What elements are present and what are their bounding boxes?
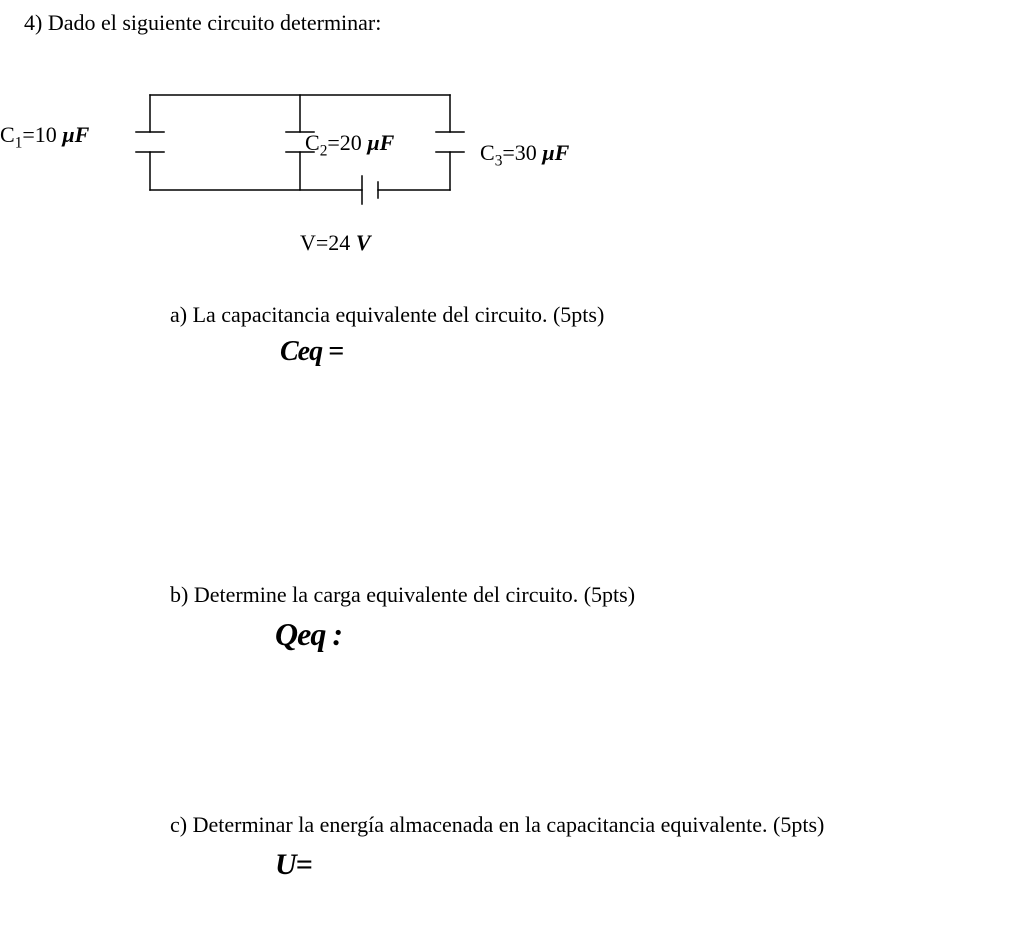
v-unit: V — [356, 230, 371, 255]
c2-name: C — [305, 130, 320, 155]
c1-label: C1=10 μF — [0, 122, 89, 152]
c3-name: C — [480, 140, 495, 165]
handwritten-ceq: Ceq = — [280, 336, 343, 368]
handwritten-u: U= — [275, 848, 312, 882]
c1-eq: =10 — [22, 122, 62, 147]
c3-mu: μ — [542, 140, 554, 165]
c2-eq: =20 — [327, 130, 367, 155]
c2-mu: μ — [367, 130, 379, 155]
v-eq: =24 — [316, 230, 356, 255]
c3-label: C3=30 μF — [480, 140, 569, 170]
question-a: a) La capacitancia equivalente del circu… — [170, 302, 604, 328]
c2-label: C2=20 μF — [305, 130, 394, 160]
c1-name: C — [0, 122, 15, 147]
problem-title: 4) Dado el siguiente circuito determinar… — [24, 10, 381, 36]
question-c: c) Determinar la energía almacenada en l… — [170, 812, 824, 838]
c3-unit: F — [555, 140, 570, 165]
c2-unit: F — [380, 130, 395, 155]
c1-unit: F — [75, 122, 90, 147]
c1-mu: μ — [62, 122, 74, 147]
v-name: V — [300, 230, 316, 255]
voltage-label: V=24 V — [300, 230, 371, 256]
c3-eq: =30 — [502, 140, 542, 165]
handwritten-qeq: Qeq : — [275, 616, 342, 653]
question-b: b) Determine la carga equivalente del ci… — [170, 582, 635, 608]
circuit-diagram: C1=10 μF C2=20 μF C3=30 μF V=24 V — [0, 80, 600, 280]
